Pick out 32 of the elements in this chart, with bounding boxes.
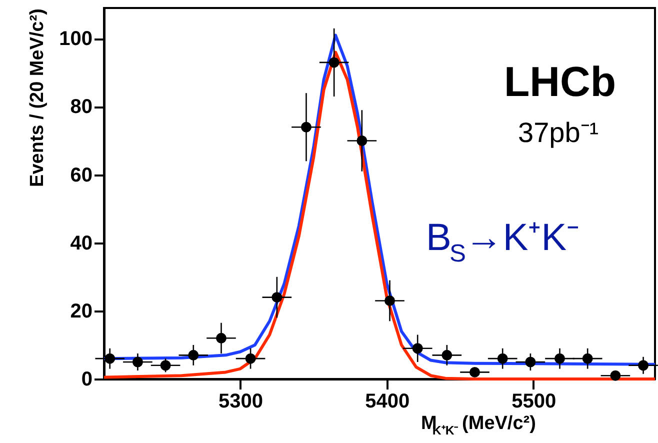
x-tick-label: 5500: [512, 390, 556, 412]
y-tick-label: 100: [59, 28, 92, 50]
point: [582, 353, 593, 364]
y-tick-label: 80: [70, 96, 92, 118]
point: [188, 350, 199, 360]
y-tick-label: 0: [81, 368, 92, 390]
point: [356, 136, 368, 146]
point: [638, 360, 649, 371]
point: [412, 343, 423, 354]
point: [384, 295, 395, 306]
point: [216, 332, 226, 344]
point: [470, 366, 480, 378]
y-tick-label: 40: [70, 232, 92, 254]
point: [442, 350, 452, 360]
annotation: 37pb⁻¹: [518, 117, 599, 148]
point: [328, 57, 340, 68]
x-tick-label: 5300: [218, 390, 264, 412]
annotation: LHCb: [504, 58, 616, 105]
point: [610, 370, 621, 381]
point: [132, 356, 143, 368]
x-tick-label: 5400: [365, 390, 410, 412]
y-tick-label: 20: [70, 300, 92, 322]
point: [525, 356, 536, 368]
y-axis-title: Events / (20 MeV/c²): [27, 8, 48, 187]
y-tick-label: 60: [70, 164, 92, 186]
point: [160, 360, 171, 371]
point: [272, 292, 282, 303]
point: [554, 353, 565, 364]
point: [300, 122, 312, 132]
point: [104, 353, 116, 364]
point: [245, 353, 256, 364]
point: [497, 353, 508, 364]
